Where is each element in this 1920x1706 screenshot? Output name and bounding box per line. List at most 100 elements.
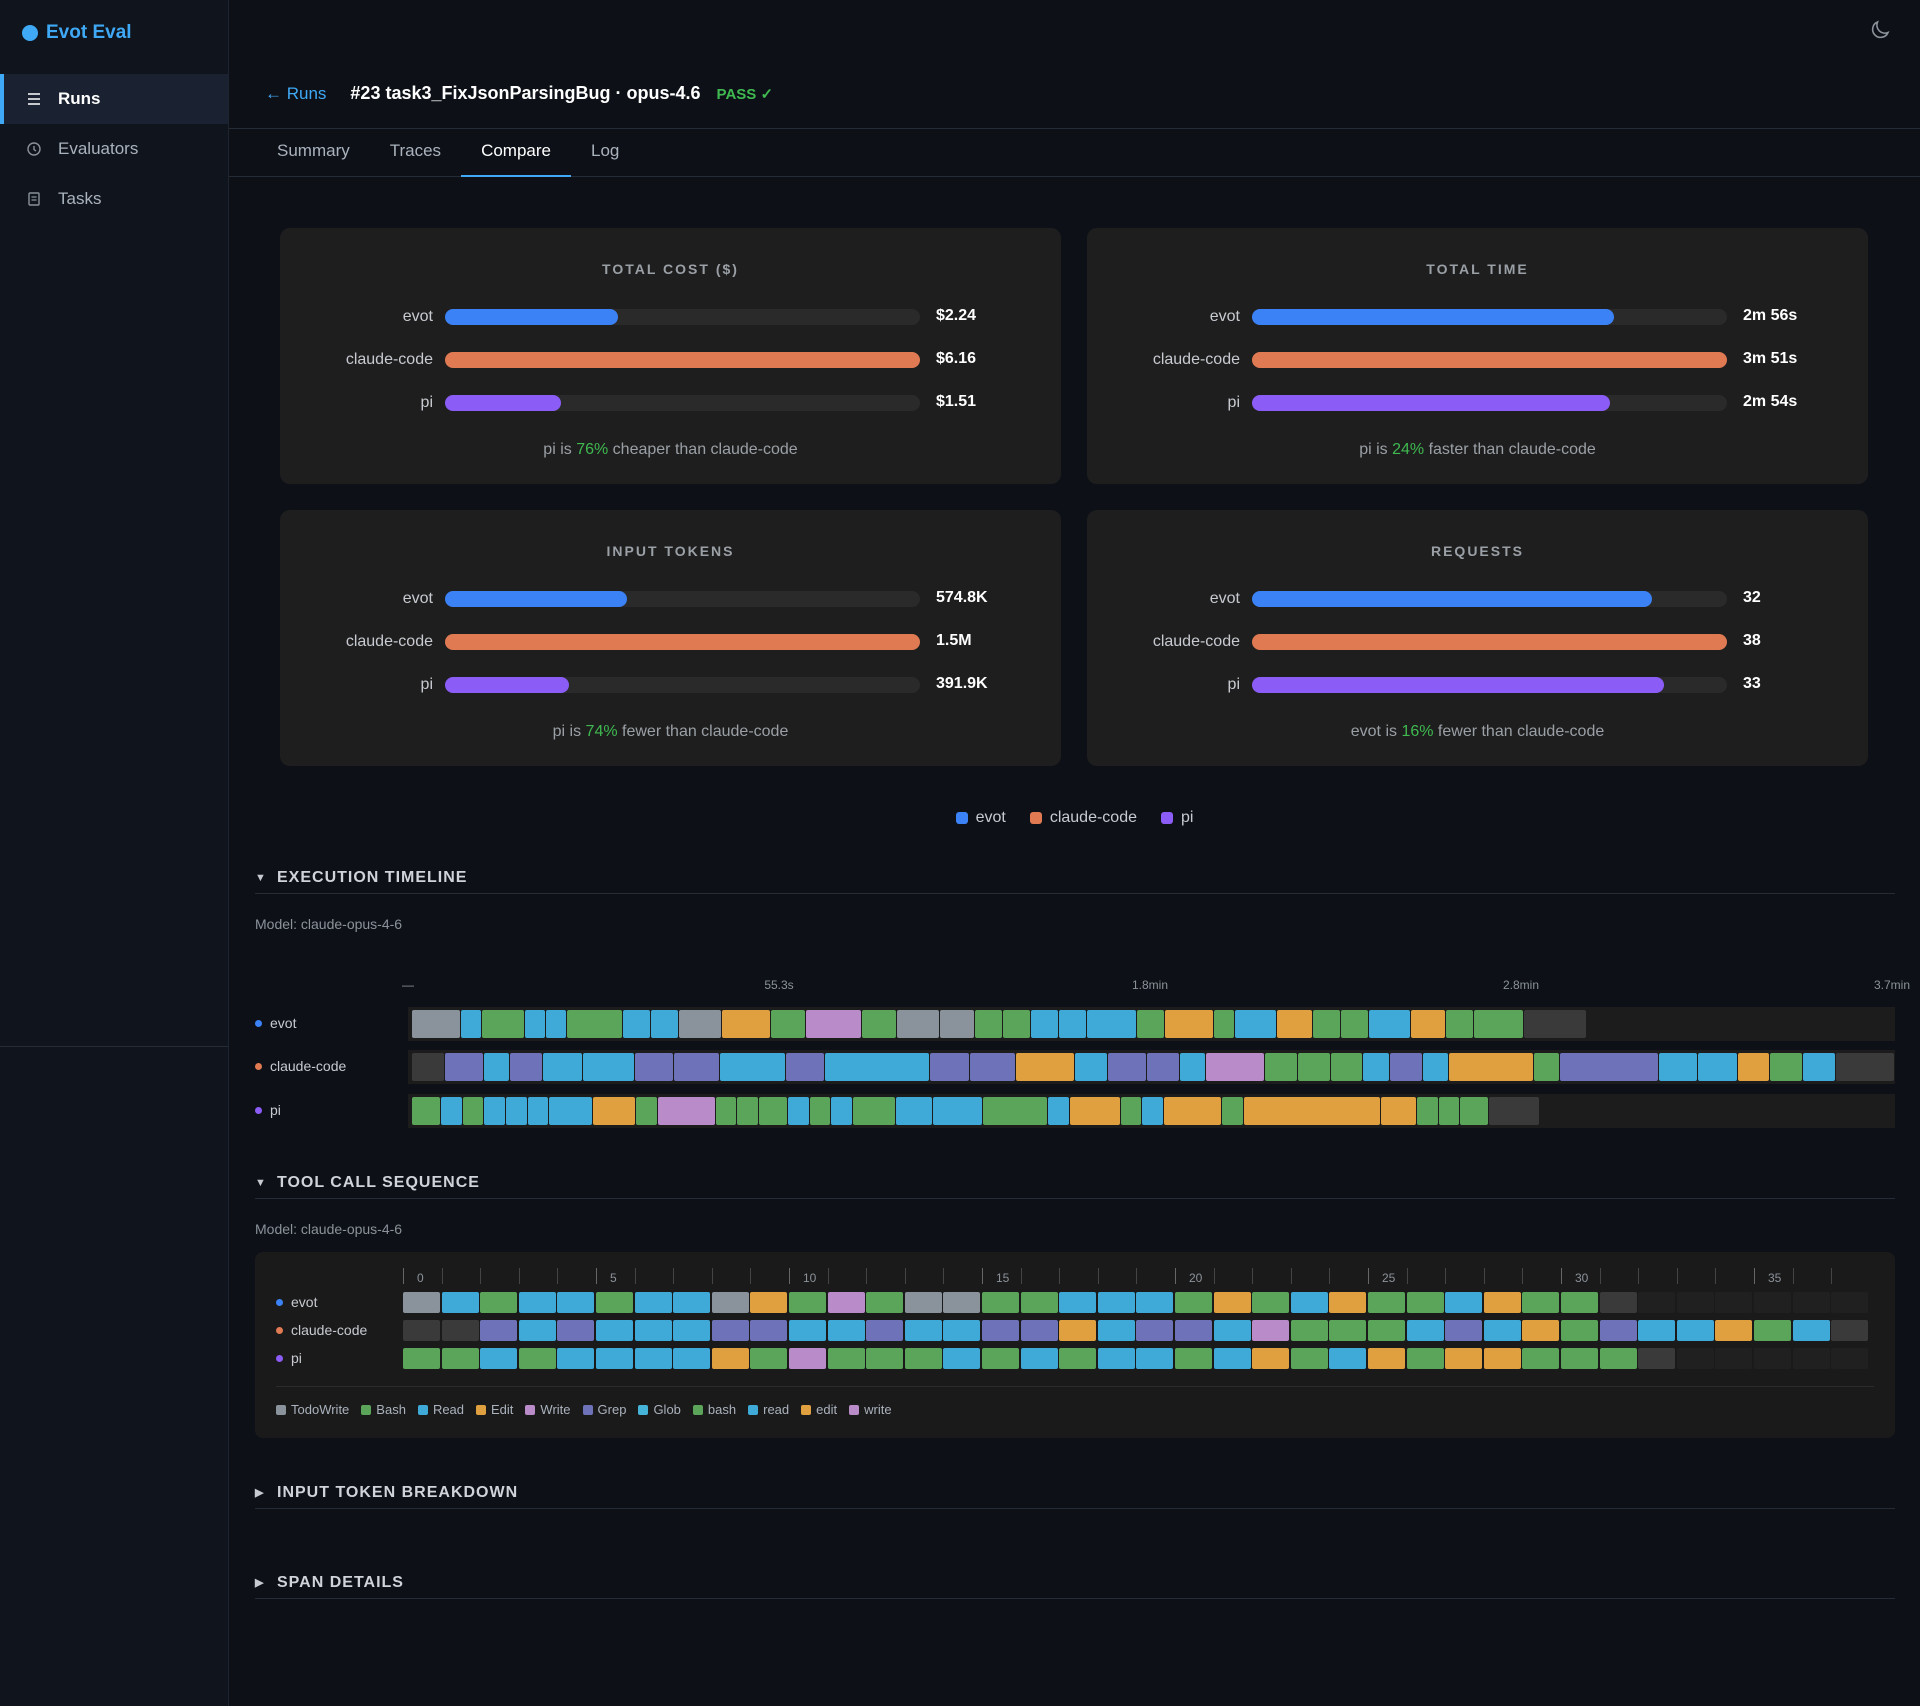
timeline-span-read[interactable] — [484, 1053, 510, 1081]
tool-call-grep[interactable] — [866, 1320, 904, 1341]
tool-call-edit[interactable] — [1483, 1348, 1521, 1369]
timeline-span-bash[interactable] — [1446, 1010, 1474, 1038]
tool-call-read[interactable] — [1792, 1320, 1830, 1341]
tool-call-read[interactable] — [827, 1320, 865, 1341]
tool-call-read[interactable] — [634, 1320, 672, 1341]
tool-call-read[interactable] — [634, 1292, 672, 1313]
timeline-span-read[interactable] — [720, 1053, 786, 1081]
tool-call-bash[interactable] — [904, 1348, 942, 1369]
moon-icon[interactable] — [1868, 18, 1892, 42]
tool-call-edit[interactable] — [1715, 1320, 1753, 1341]
timeline-span-read[interactable] — [896, 1097, 932, 1125]
timeline-span-read[interactable] — [582, 1053, 635, 1081]
timeline-span-read[interactable] — [549, 1097, 592, 1125]
timeline-span-grep[interactable] — [1389, 1053, 1422, 1081]
tool-call-bash[interactable] — [1522, 1292, 1560, 1313]
tool-call-read[interactable] — [1097, 1320, 1135, 1341]
tool-call-edit[interactable] — [1368, 1348, 1405, 1369]
tool-call-read[interactable] — [1020, 1348, 1058, 1369]
timeline-span-read[interactable] — [461, 1010, 482, 1038]
timeline-span-bash[interactable] — [412, 1097, 440, 1125]
tool-call-read[interactable] — [1213, 1320, 1251, 1341]
tool-call-bash[interactable] — [866, 1292, 904, 1313]
timeline-span-bash[interactable] — [1120, 1097, 1142, 1125]
tool-call-read[interactable] — [1290, 1292, 1328, 1313]
tool-call-read[interactable] — [673, 1320, 711, 1341]
tool-call-edit[interactable] — [711, 1348, 749, 1369]
timeline-span-edit[interactable] — [1448, 1053, 1534, 1081]
tool-call-read[interactable] — [441, 1292, 479, 1313]
tool-call-bash[interactable] — [1059, 1348, 1097, 1369]
tool-call-todowrite[interactable] — [904, 1292, 942, 1313]
timeline-span-read[interactable] — [787, 1097, 809, 1125]
tool-call-read[interactable] — [1329, 1348, 1367, 1369]
tool-call-read[interactable] — [557, 1292, 595, 1313]
timeline-span-bash[interactable] — [1330, 1053, 1363, 1081]
timeline-span-read[interactable] — [1658, 1053, 1698, 1081]
tool-call-read[interactable] — [634, 1348, 672, 1369]
timeline-span-bash[interactable] — [636, 1097, 657, 1125]
tool-call-bash[interactable] — [1020, 1292, 1058, 1313]
timeline-span-read[interactable] — [1031, 1010, 1059, 1038]
timeline-span-bash[interactable] — [1770, 1053, 1803, 1081]
tool-call-edit[interactable] — [1483, 1292, 1521, 1313]
timeline-span-read[interactable] — [1803, 1053, 1835, 1081]
timeline-span-grep[interactable] — [930, 1053, 969, 1081]
tool-call-edit[interactable] — [1059, 1320, 1097, 1341]
tool-call-grep[interactable] — [982, 1320, 1019, 1341]
app-brand[interactable]: Evot Eval — [22, 22, 132, 44]
timeline-span-edit[interactable] — [1380, 1097, 1417, 1125]
tool-call-read[interactable] — [1136, 1348, 1174, 1369]
tool-call-bash[interactable] — [1252, 1292, 1290, 1313]
timeline-span-grep[interactable] — [635, 1053, 674, 1081]
timeline-span-grep[interactable] — [510, 1053, 543, 1081]
tool-call-bash[interactable] — [982, 1348, 1019, 1369]
sidebar-item-tasks[interactable]: Tasks — [0, 174, 228, 224]
tool-call-bash[interactable] — [1754, 1320, 1791, 1341]
tool-call-bash[interactable] — [1368, 1320, 1405, 1341]
timeline-span-read[interactable] — [1368, 1010, 1410, 1038]
tool-call-grep[interactable] — [557, 1320, 595, 1341]
tool-call-bash[interactable] — [403, 1348, 440, 1369]
timeline-span-bash[interactable] — [737, 1097, 759, 1125]
timeline-span-read[interactable] — [440, 1097, 462, 1125]
tool-call-read[interactable] — [1097, 1292, 1135, 1313]
tool-call-bash[interactable] — [1522, 1348, 1560, 1369]
tool-call-read[interactable] — [1445, 1292, 1483, 1313]
timeline-span-write[interactable] — [657, 1097, 715, 1125]
timeline-span-edit[interactable] — [1163, 1097, 1221, 1125]
timeline-span-bash[interactable] — [862, 1010, 897, 1038]
tool-call-bash[interactable] — [1561, 1292, 1598, 1313]
tool-call-sequence-toggle[interactable]: ▼ TOOL CALL SEQUENCE — [255, 1167, 1895, 1199]
timeline-span-idle[interactable] — [1523, 1010, 1586, 1038]
tool-call-bash[interactable] — [1561, 1348, 1598, 1369]
timeline-span-grep[interactable] — [1146, 1053, 1179, 1081]
timeline-span-write[interactable] — [805, 1010, 862, 1038]
timeline-span-bash[interactable] — [482, 1010, 524, 1038]
tool-call-bash[interactable] — [1329, 1320, 1367, 1341]
timeline-span-bash[interactable] — [566, 1010, 623, 1038]
tool-call-write[interactable] — [789, 1348, 826, 1369]
timeline-span-bash[interactable] — [853, 1097, 896, 1125]
back-to-runs-link[interactable]: ← Runs — [265, 83, 327, 103]
tool-call-bash[interactable] — [1406, 1348, 1444, 1369]
tool-call-idle[interactable] — [1638, 1348, 1676, 1369]
tool-call-bash[interactable] — [1175, 1348, 1212, 1369]
tool-call-bash[interactable] — [789, 1292, 826, 1313]
tool-call-edit[interactable] — [1522, 1320, 1560, 1341]
timeline-span-bash[interactable] — [462, 1097, 484, 1125]
timeline-span-read[interactable] — [1142, 1097, 1163, 1125]
timeline-span-read[interactable] — [623, 1010, 651, 1038]
timeline-span-edit[interactable] — [1411, 1010, 1446, 1038]
timeline-span-bash[interactable] — [1221, 1097, 1243, 1125]
tool-call-read[interactable] — [943, 1320, 981, 1341]
timeline-span-bash[interactable] — [770, 1010, 805, 1038]
tool-call-todowrite[interactable] — [943, 1292, 981, 1313]
timeline-span-grep[interactable] — [969, 1053, 1015, 1081]
tool-call-edit[interactable] — [1252, 1348, 1290, 1369]
tool-call-idle[interactable] — [1599, 1292, 1637, 1313]
tool-call-bash[interactable] — [480, 1292, 518, 1313]
timeline-span-grep[interactable] — [1107, 1053, 1146, 1081]
timeline-span-bash[interactable] — [1417, 1097, 1438, 1125]
tool-call-grep[interactable] — [1020, 1320, 1058, 1341]
